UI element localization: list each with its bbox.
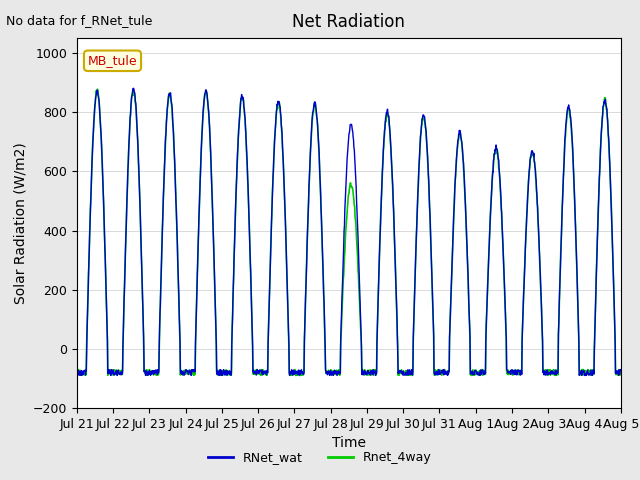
RNet_wat xyxy=(181,369,189,375)
Text: No data for f_RNet_tule: No data for f_RNet_tule xyxy=(6,14,153,27)
Rnet_4way xyxy=(93,86,101,92)
RNet_wat xyxy=(255,371,263,376)
Legend: RNet_wat, Rnet_4way: RNet_wat, Rnet_4way xyxy=(203,446,437,469)
Rnet_4way xyxy=(195,242,202,248)
Rnet_4way xyxy=(255,369,263,375)
RNet_wat xyxy=(195,241,202,247)
RNet_wat xyxy=(73,370,81,375)
Rnet_4way xyxy=(181,371,189,377)
Line: RNet_wat: RNet_wat xyxy=(77,88,621,375)
Y-axis label: Solar Radiation (W/m2): Solar Radiation (W/m2) xyxy=(13,143,27,304)
RNet_wat xyxy=(434,370,442,375)
Rnet_4way xyxy=(505,372,513,377)
Text: MB_tule: MB_tule xyxy=(88,54,138,67)
Rnet_4way xyxy=(617,371,625,376)
Title: Net Radiation: Net Radiation xyxy=(292,13,405,31)
RNet_wat xyxy=(582,372,589,378)
X-axis label: Time: Time xyxy=(332,436,366,450)
Rnet_4way xyxy=(296,372,304,378)
Line: Rnet_4way: Rnet_4way xyxy=(77,89,621,375)
RNet_wat xyxy=(130,85,138,91)
Rnet_4way xyxy=(553,372,561,378)
Rnet_4way xyxy=(73,370,81,375)
RNet_wat xyxy=(617,367,625,372)
RNet_wat xyxy=(553,368,561,374)
RNet_wat xyxy=(505,369,513,374)
Rnet_4way xyxy=(434,371,442,377)
